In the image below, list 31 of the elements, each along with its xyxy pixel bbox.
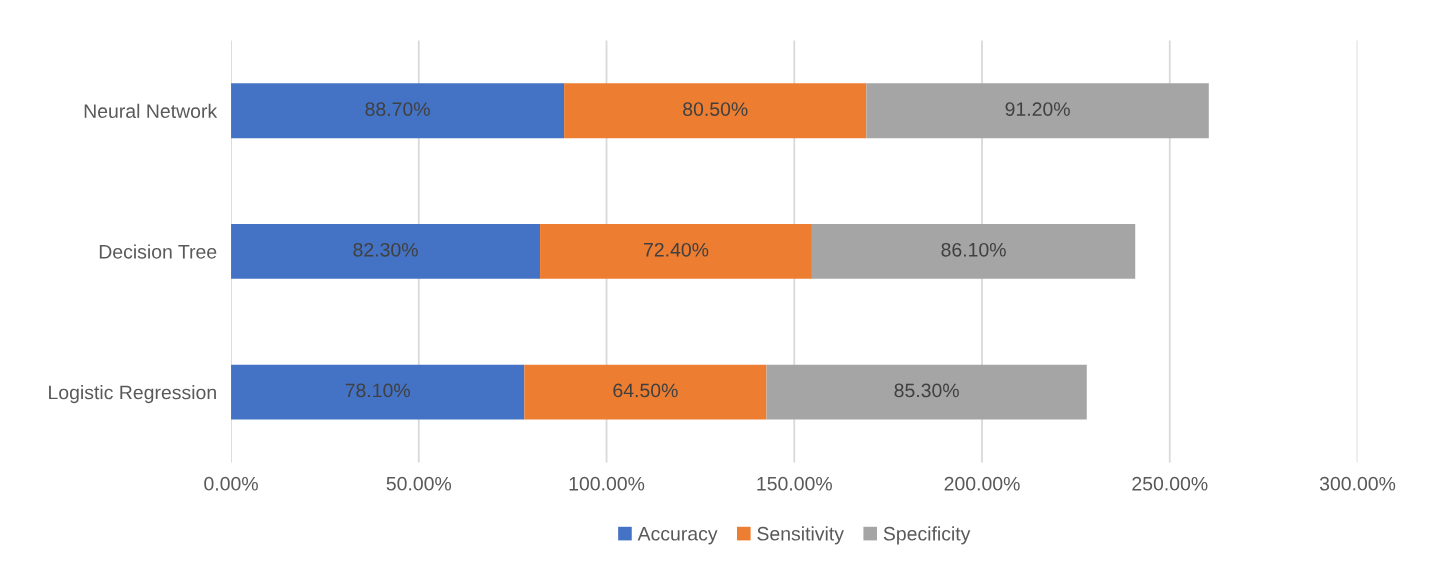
x-tick-label: 50.00% (386, 476, 452, 491)
legend-label: Sensitivity (757, 526, 844, 545)
bar (540, 224, 812, 279)
x-tick-label: 300.00% (1319, 476, 1396, 491)
bar (766, 364, 1087, 420)
data-label: 85.30% (894, 383, 959, 398)
y-tick-label: Logistic Regression (49, 385, 216, 404)
y-tick-label: Decision Tree (99, 244, 217, 259)
data-label: 80.50% (683, 102, 748, 116)
bar (811, 224, 1136, 279)
bar (231, 83, 565, 139)
data-label: 64.50% (613, 383, 678, 398)
x-tick-label: 150.00% (757, 476, 832, 491)
data-label: 82.30% (353, 242, 418, 257)
bar (231, 224, 541, 279)
data-label: 78.10% (345, 383, 410, 398)
y-tick-label: Neural Network (84, 103, 218, 119)
x-tick-label: 200.00% (944, 476, 1020, 491)
data-label: 72.40% (644, 242, 709, 257)
bar (866, 83, 1209, 139)
data-label: 91.20% (1005, 102, 1070, 116)
bar (524, 364, 767, 420)
legend-label: Accuracy (637, 527, 718, 545)
x-tick-label: 250.00% (1132, 476, 1208, 491)
legend-label: Specificity (883, 526, 971, 545)
x-tick-label: 0.00% (204, 476, 258, 491)
bar (231, 364, 525, 420)
data-label: 88.70% (365, 102, 430, 116)
data-label: 86.10% (941, 242, 1006, 257)
bar (564, 83, 867, 139)
x-tick-label: 100.00% (569, 476, 645, 491)
